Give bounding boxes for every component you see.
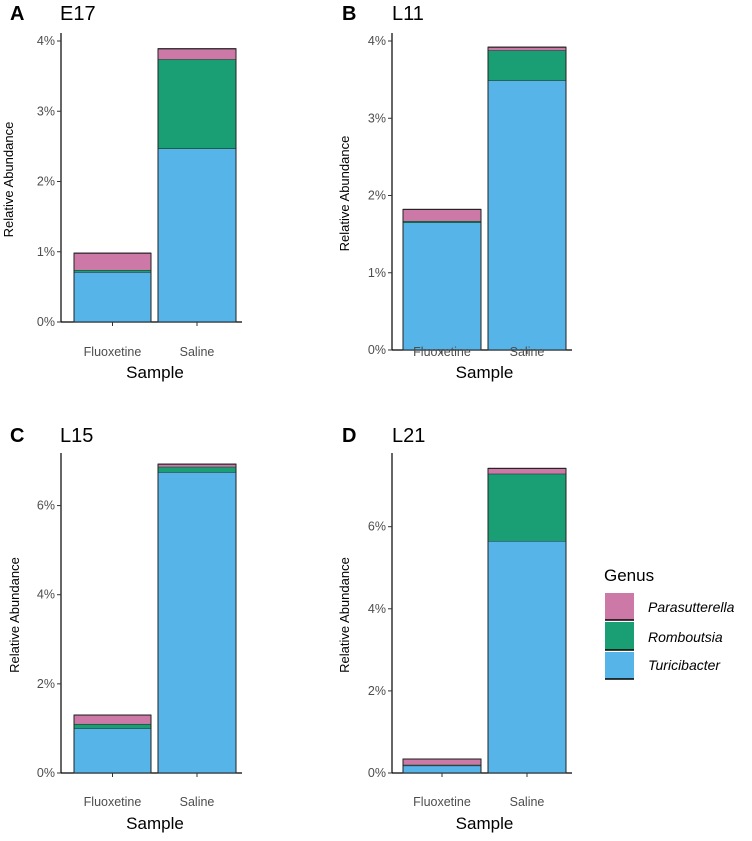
panel-c: C L15 0% 2% 4% 6% Relative Abundance Fluoxetine… (7, 425, 242, 833)
x-tick-label: Fluoxetine (84, 345, 142, 359)
panel-title: E17 (60, 3, 96, 25)
y-tick-label: 4% (37, 588, 55, 602)
panel-letter: C (10, 425, 24, 447)
y-tick-label: 0% (37, 766, 55, 780)
x-tick-label: Saline (510, 795, 545, 809)
legend-swatch-romboutsia (605, 622, 634, 650)
bar-segment-romboutsia (403, 220, 481, 223)
x-axis-title: Sample (456, 814, 514, 833)
y-tick-label: 3% (37, 104, 55, 118)
bar-segment-parasutterella (488, 47, 566, 51)
x-tick-label: Fluoxetine (84, 795, 142, 809)
panel-letter: D (342, 425, 356, 447)
y-axis-title: Relative Abundance (7, 557, 22, 673)
bar-segment-turicibacter (488, 541, 566, 773)
bar-segment-turicibacter (403, 765, 481, 773)
y-tick-label: 4% (37, 34, 55, 48)
bar-segment-turicibacter (74, 272, 151, 322)
y-tick-label: 4% (368, 34, 386, 48)
x-tick-label: Saline (180, 345, 215, 359)
bar-segment-romboutsia (74, 723, 151, 729)
legend-label-romboutsia: Romboutsia (648, 629, 723, 645)
x-axis-title: Sample (126, 363, 184, 382)
y-axis-title: Relative Abundance (337, 136, 352, 252)
bar-segment-turicibacter (488, 80, 566, 351)
y-tick-label: 1% (37, 245, 55, 259)
bar-segment-parasutterella (158, 48, 236, 60)
y-tick-label: 0% (37, 315, 55, 329)
y-tick-label: 1% (368, 266, 386, 280)
bar-segment-parasutterella (74, 715, 151, 724)
legend-title: Genus (604, 566, 654, 585)
panel-title: L15 (60, 425, 93, 447)
legend-label-parasutterella: Parasutterella (648, 599, 735, 615)
panel-b: B L11 0% 1% 2% 3% 4% Relative Abundance Fluoxeti… (337, 3, 572, 382)
x-tick-label: Fluoxetine (413, 345, 471, 359)
y-tick-label: 2% (37, 175, 55, 189)
bar-segment-parasutterella (403, 209, 481, 221)
y-tick-label: 3% (368, 111, 386, 125)
panel-a: A E17 0% 1% 2% 3% 4% Relative Abundance Fluoxeti… (1, 3, 242, 382)
legend: Genus Parasutterella Romboutsia Turiciba… (604, 566, 735, 680)
legend-label-turicibacter: Turicibacter (648, 657, 721, 673)
bar-segment-romboutsia (158, 466, 236, 473)
x-axis-title: Sample (126, 814, 184, 833)
bar-segment-turicibacter (158, 472, 236, 773)
panel-letter: B (342, 3, 356, 25)
legend-swatch-parasutterella (605, 593, 634, 620)
y-tick-label: 6% (368, 520, 386, 534)
panel-title: L11 (392, 3, 424, 25)
bar-segment-parasutterella (158, 464, 236, 467)
panel-letter: A (10, 3, 24, 25)
bar-segment-turicibacter (74, 728, 151, 773)
panel-title: L21 (392, 425, 425, 447)
panel-d: D L21 0% 2% 4% 6% Relative Abundance Fluoxetine… (337, 425, 572, 833)
bar-segment-parasutterella (403, 759, 481, 765)
x-tick-label: Saline (180, 795, 215, 809)
bar-segment-romboutsia (158, 59, 236, 149)
x-tick-label: Fluoxetine (413, 795, 471, 809)
chart-panels: A E17 0% 1% 2% 3% 4% Relative Abundance Fluoxeti… (1, 3, 572, 833)
y-tick-label: 2% (37, 677, 55, 691)
bar-segment-turicibacter (158, 148, 236, 322)
bar-segment-parasutterella (488, 468, 566, 474)
y-tick-label: 0% (368, 766, 386, 780)
bar-segment-romboutsia (74, 270, 151, 273)
legend-swatch-turicibacter (605, 652, 634, 679)
y-tick-label: 2% (368, 684, 386, 698)
y-tick-label: 4% (368, 602, 386, 616)
bar-segment-parasutterella (74, 253, 151, 271)
y-tick-label: 2% (368, 189, 386, 203)
bar-segment-romboutsia (488, 473, 566, 542)
x-axis-title: Sample (456, 363, 514, 382)
y-axis-title: Relative Abundance (1, 122, 16, 238)
y-tick-label: 0% (368, 343, 386, 357)
x-tick-label: Saline (510, 345, 545, 359)
y-axis-title: Relative Abundance (337, 557, 352, 673)
y-tick-label: 6% (37, 499, 55, 513)
bar-segment-romboutsia (488, 50, 566, 81)
bar-segment-turicibacter (403, 222, 481, 350)
